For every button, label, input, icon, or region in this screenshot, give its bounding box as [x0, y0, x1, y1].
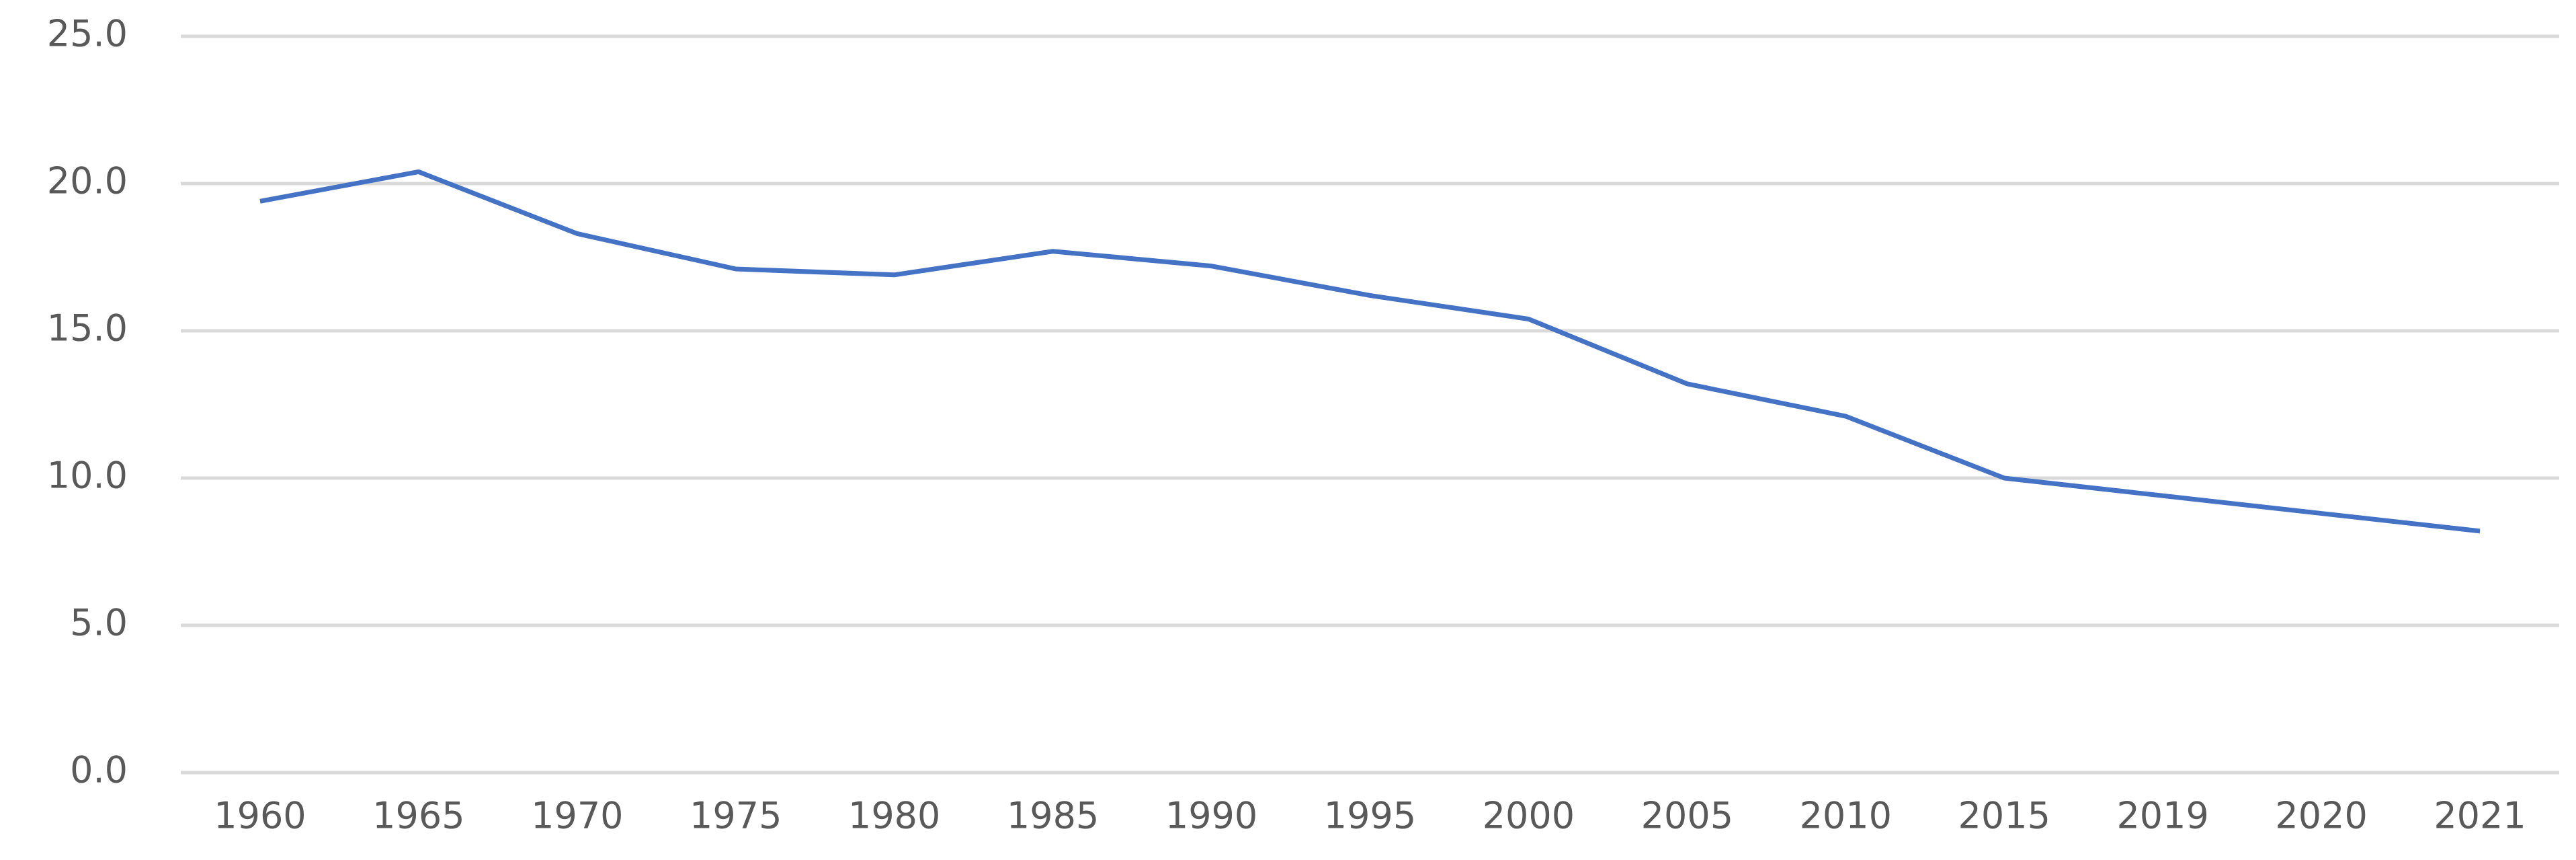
x-tick-label: 1980	[848, 795, 940, 837]
x-tick-label: 1965	[372, 795, 464, 837]
x-tick-label: 2019	[2116, 795, 2208, 837]
x-tick-label: 1995	[1324, 795, 1416, 837]
x-tick-label: 2010	[1800, 795, 1892, 837]
y-tick-label: 25.0	[47, 13, 128, 55]
x-tick-label: 2005	[1641, 795, 1733, 837]
y-tick-label: 5.0	[70, 602, 128, 644]
x-tick-label: 1985	[1007, 795, 1099, 837]
y-tick-label: 10.0	[47, 455, 128, 497]
x-tick-label: 1990	[1165, 795, 1257, 837]
x-tick-label: 2021	[2434, 795, 2526, 837]
x-tick-label: 1975	[690, 795, 782, 837]
data-line	[259, 169, 2481, 534]
x-tick-label: 2020	[2275, 795, 2367, 837]
x-tick-label: 2000	[1483, 795, 1575, 837]
x-tick-label: 1970	[531, 795, 623, 837]
x-tick-label: 1960	[214, 795, 306, 837]
y-tick-label: 20.0	[47, 160, 128, 202]
x-tick-label: 2015	[1958, 795, 2050, 837]
y-tick-label: 0.0	[70, 749, 128, 791]
y-tick-label: 15.0	[47, 307, 128, 350]
